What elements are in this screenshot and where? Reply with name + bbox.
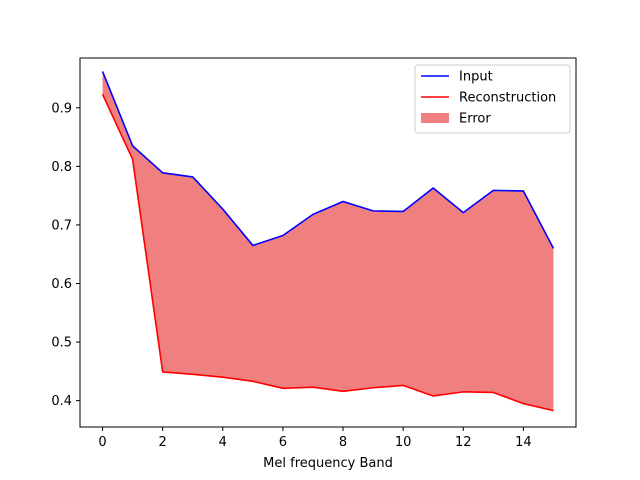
legend-label-error: Error xyxy=(459,112,491,127)
x-tick-label: 14 xyxy=(515,435,532,450)
plot-frame xyxy=(79,57,577,428)
x-tick-label: 2 xyxy=(159,435,167,450)
x-tick-label: 12 xyxy=(455,435,472,450)
x-tick-label: 6 xyxy=(279,435,287,450)
reconstruction-line xyxy=(101,93,554,412)
error-fill-area xyxy=(102,71,554,411)
y-tick-label: 0.9 xyxy=(51,101,72,116)
input-line xyxy=(101,71,555,249)
x-tick-label: 0 xyxy=(98,435,106,450)
legend: Input Reconstruction Error xyxy=(414,64,571,134)
y-tick-label: 0.5 xyxy=(51,336,72,351)
legend-label-input: Input xyxy=(459,70,493,85)
y-tick-label: 0.8 xyxy=(51,160,72,175)
x-tick-label: 8 xyxy=(339,435,347,450)
y-tick-label: 0.4 xyxy=(51,394,72,409)
y-tick-label: 0.7 xyxy=(51,218,72,233)
legend-box xyxy=(414,64,571,134)
x-tick-label: 4 xyxy=(219,435,227,450)
x-tick-label: 10 xyxy=(395,435,412,450)
y-tick-label: 0.6 xyxy=(51,277,72,292)
legend-swatch-error xyxy=(421,113,449,123)
x-axis-title: Mel frequency Band xyxy=(263,456,393,471)
legend-label-reconstruction: Reconstruction xyxy=(459,91,556,106)
